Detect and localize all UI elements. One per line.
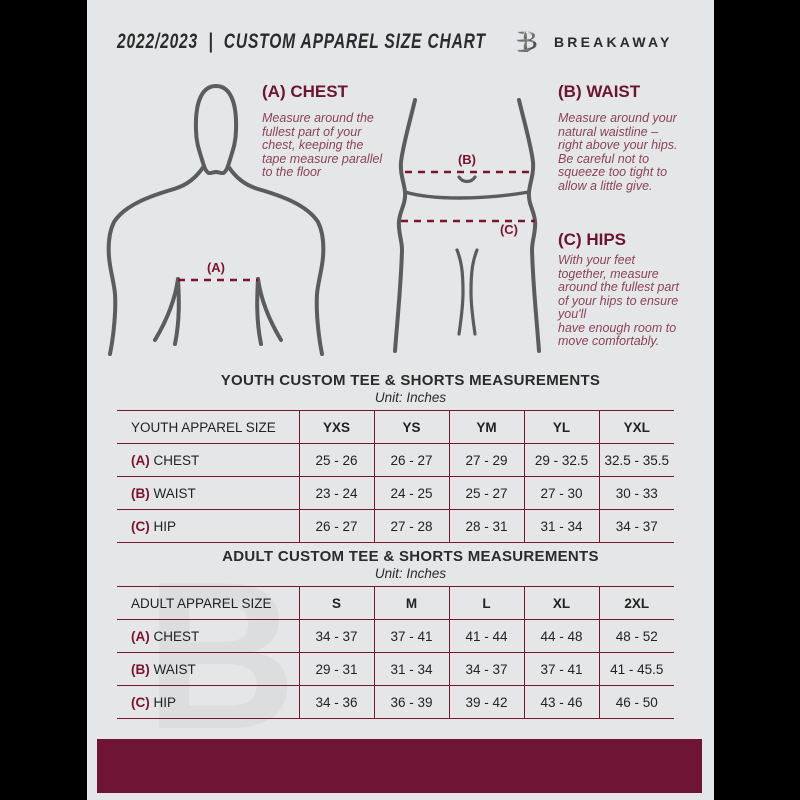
svg-text:(B): (B) (458, 152, 476, 167)
svg-text:(A): (A) (207, 260, 225, 275)
svg-text:(C): (C) (500, 222, 518, 237)
